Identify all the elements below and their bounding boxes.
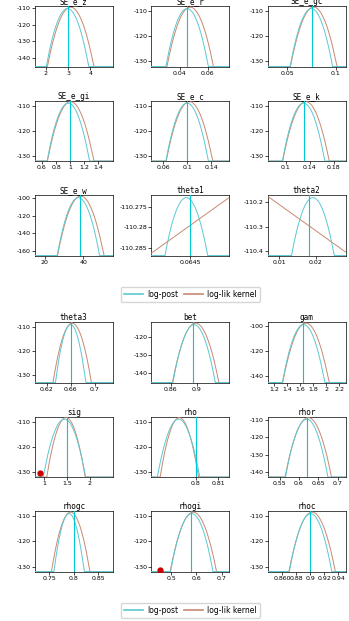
Title: SE_e_r: SE_e_r [176,0,204,6]
Title: SE_e_k: SE_e_k [293,92,321,101]
Title: bet: bet [183,313,197,322]
Title: SE_e_gc: SE_e_gc [290,0,323,6]
Title: SE_e_z: SE_e_z [60,0,88,6]
Title: rho: rho [183,407,197,417]
Title: sig: sig [67,407,81,417]
Title: theta2: theta2 [293,186,321,195]
Title: SE_e_w: SE_e_w [60,186,88,195]
Legend: log-post, log-lik kernel: log-post, log-lik kernel [121,603,260,618]
Title: SE_e_gi: SE_e_gi [58,92,90,101]
Title: rhoc: rhoc [297,502,316,511]
Title: rhogi: rhogi [179,502,202,511]
Title: SE_e_c: SE_e_c [176,92,204,101]
Title: rhogc: rhogc [62,502,85,511]
Legend: log-post, log-lik kernel: log-post, log-lik kernel [121,287,260,302]
Title: rhor: rhor [297,407,316,417]
Title: theta3: theta3 [60,313,88,322]
Title: gam: gam [300,313,314,322]
Title: theta1: theta1 [176,186,204,195]
